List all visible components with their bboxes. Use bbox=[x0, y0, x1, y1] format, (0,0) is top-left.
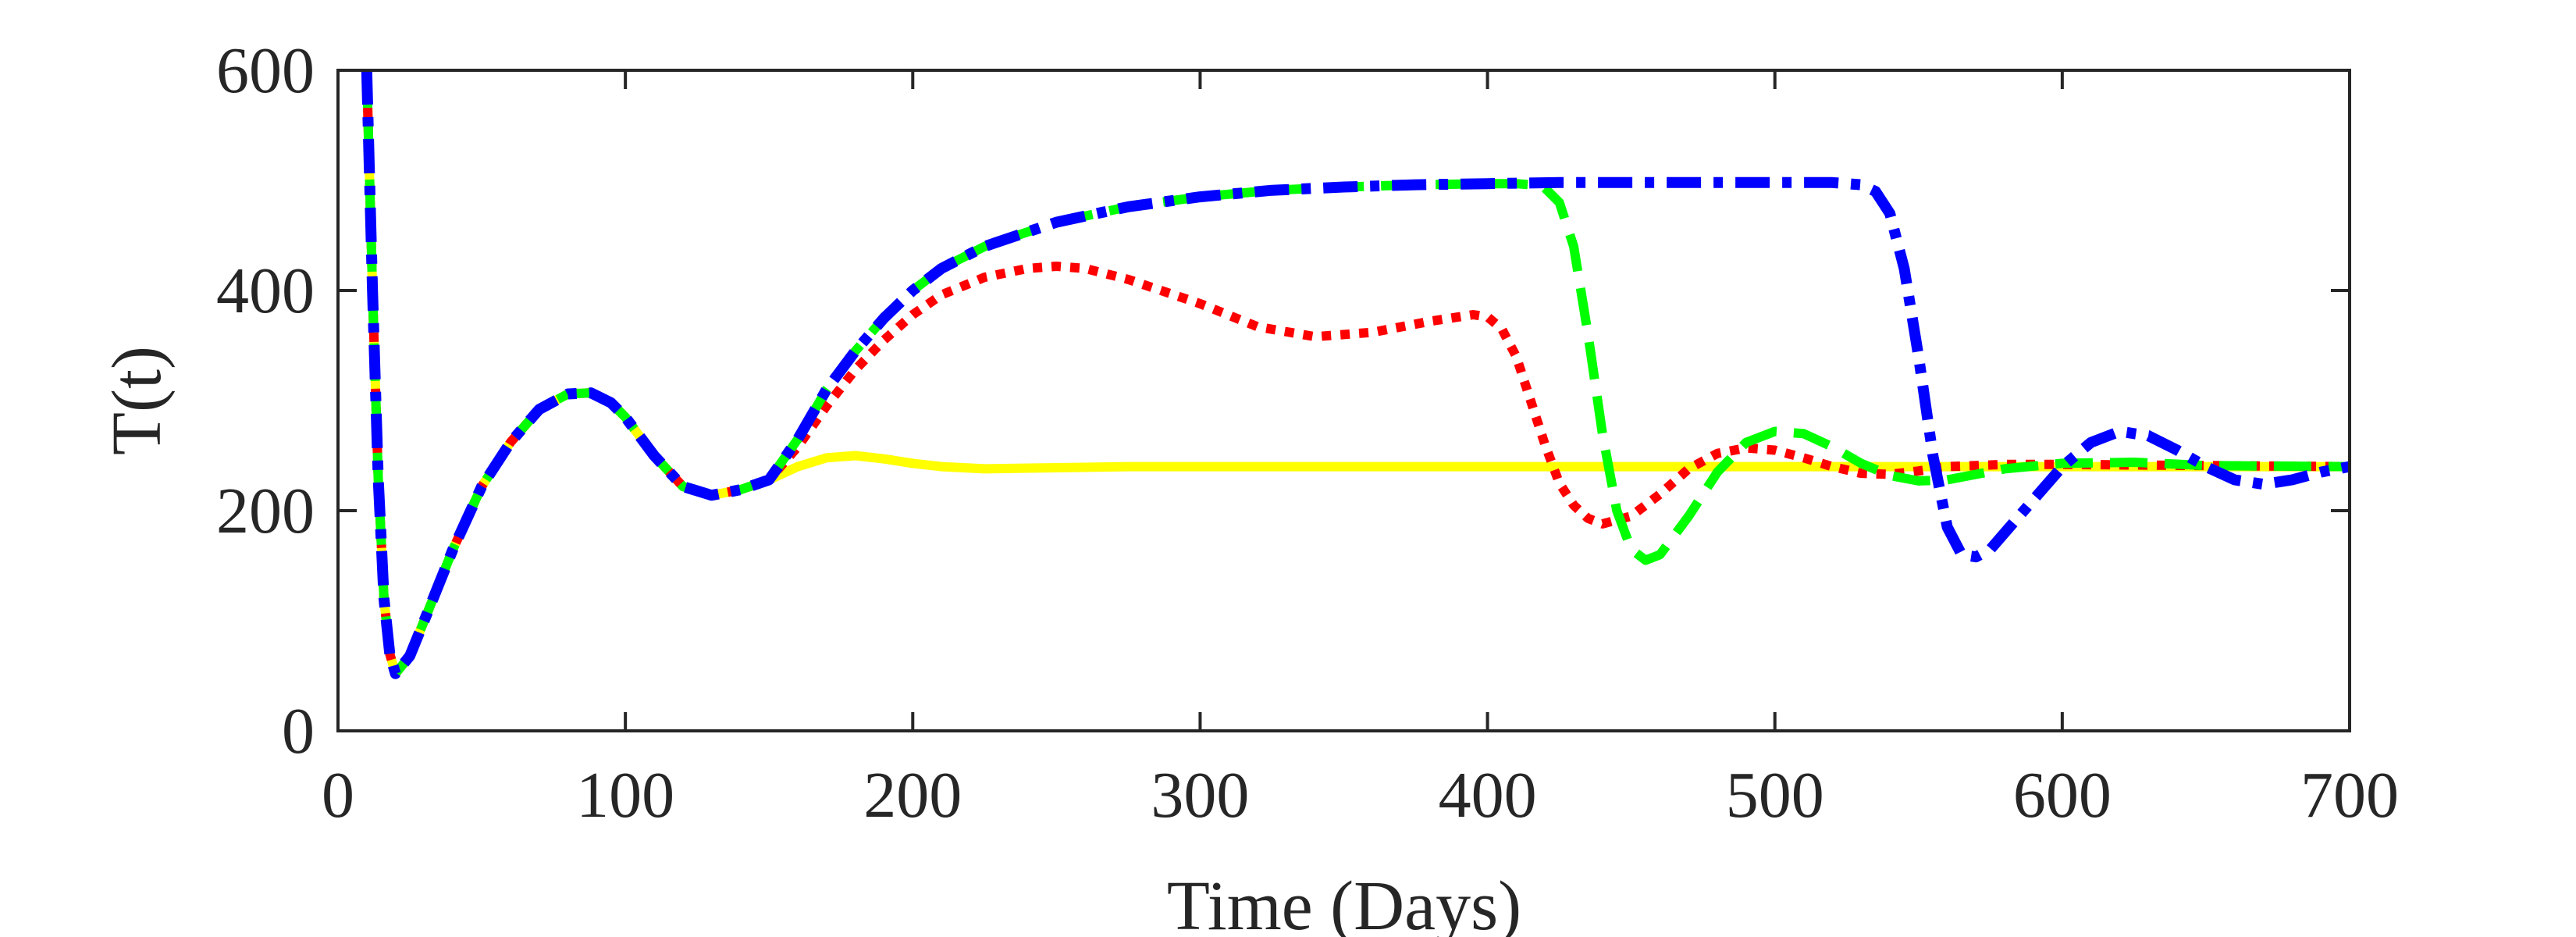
plot-frame bbox=[336, 69, 2351, 732]
y-axis-label: T(t) bbox=[98, 346, 176, 455]
ticks-layer: 0 100 200 300 400 500 600 700 0 200 400 600 bbox=[216, 34, 2399, 832]
series-line-red-dotted bbox=[361, 69, 2350, 679]
x-tick-label: 500 bbox=[1726, 759, 1824, 832]
y-tick-label: 600 bbox=[216, 34, 315, 107]
x-tick-label: 0 bbox=[322, 759, 354, 832]
x-tick-label: 400 bbox=[1439, 759, 1537, 832]
x-tick-label: 600 bbox=[2013, 759, 2112, 832]
x-tick-label: 300 bbox=[1151, 759, 1249, 832]
series-line-yellow-solid bbox=[361, 69, 2350, 679]
series-line-green-dashed bbox=[361, 69, 2350, 679]
x-tick-label: 700 bbox=[2300, 759, 2399, 832]
x-tick-label: 200 bbox=[863, 759, 962, 832]
x-tick-label: 100 bbox=[576, 759, 674, 832]
x-axis-label: Time (Days) bbox=[1167, 868, 1521, 937]
y-tick-label: 0 bbox=[282, 695, 315, 768]
series-line-blue-dashdot bbox=[361, 69, 2351, 679]
series-layer bbox=[361, 69, 2351, 679]
y-tick-label: 400 bbox=[216, 255, 315, 327]
y-tick-label: 200 bbox=[216, 475, 315, 547]
